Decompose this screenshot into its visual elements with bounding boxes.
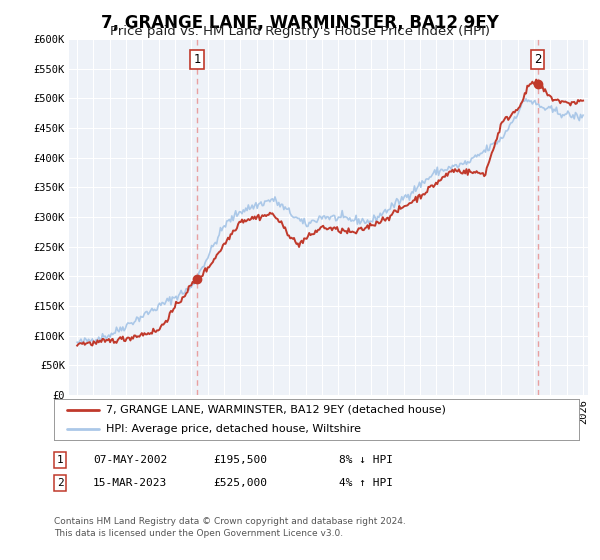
- Text: 8% ↓ HPI: 8% ↓ HPI: [339, 455, 393, 465]
- Text: Price paid vs. HM Land Registry's House Price Index (HPI): Price paid vs. HM Land Registry's House …: [110, 25, 490, 38]
- Text: 1: 1: [193, 53, 201, 67]
- Text: 4% ↑ HPI: 4% ↑ HPI: [339, 478, 393, 488]
- Text: 07-MAY-2002: 07-MAY-2002: [93, 455, 167, 465]
- Text: 7, GRANGE LANE, WARMINSTER, BA12 9EY: 7, GRANGE LANE, WARMINSTER, BA12 9EY: [101, 14, 499, 32]
- Text: 15-MAR-2023: 15-MAR-2023: [93, 478, 167, 488]
- Text: HPI: Average price, detached house, Wiltshire: HPI: Average price, detached house, Wilt…: [107, 423, 361, 433]
- Text: 2: 2: [56, 478, 64, 488]
- Text: Contains HM Land Registry data © Crown copyright and database right 2024.: Contains HM Land Registry data © Crown c…: [54, 517, 406, 526]
- Text: This data is licensed under the Open Government Licence v3.0.: This data is licensed under the Open Gov…: [54, 529, 343, 538]
- Text: 7, GRANGE LANE, WARMINSTER, BA12 9EY (detached house): 7, GRANGE LANE, WARMINSTER, BA12 9EY (de…: [107, 405, 446, 415]
- Text: £195,500: £195,500: [213, 455, 267, 465]
- Text: 2: 2: [534, 53, 541, 67]
- Text: £525,000: £525,000: [213, 478, 267, 488]
- Text: 1: 1: [56, 455, 64, 465]
